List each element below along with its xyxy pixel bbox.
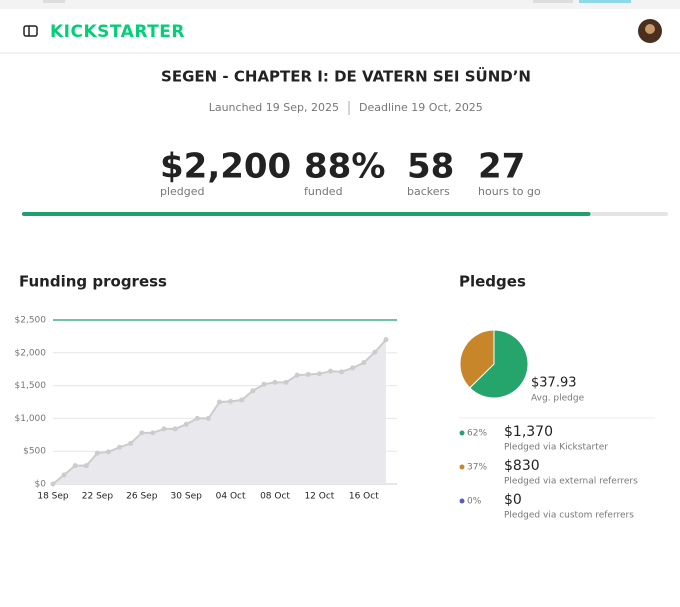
project-title: SEGEN - CHAPTER I: DE VATERN SEI SÜND’N (161, 67, 531, 86)
point (372, 349, 378, 355)
point (117, 444, 123, 450)
x-tick-label: 26 Sep (126, 492, 158, 502)
launched-date: Launched 19 Sep, 2025 (209, 101, 339, 114)
point (83, 463, 89, 469)
point (50, 481, 56, 487)
pie-slice (459, 329, 495, 389)
legend-amount: $830 (504, 458, 540, 474)
legend-label: Pledged via external referrers (504, 477, 638, 487)
point (228, 398, 234, 404)
menu-icon[interactable] (23, 25, 38, 37)
point (194, 415, 200, 421)
point (205, 415, 211, 421)
x-tick-label: 12 Oct (304, 492, 334, 502)
point (150, 430, 156, 436)
point (128, 440, 134, 446)
stat-value: 88% (304, 147, 385, 187)
pie-slice (469, 329, 529, 399)
y-tick-label: $1,500 (15, 381, 47, 391)
legend-percent: 62% (467, 429, 487, 439)
avg-pledge-label: Avg. pledge (531, 394, 585, 404)
progress-fill (22, 212, 591, 216)
point (183, 421, 189, 427)
point (261, 381, 267, 387)
x-tick-label: 22 Sep (82, 492, 114, 502)
point (383, 337, 389, 343)
point (350, 365, 356, 371)
point (94, 450, 100, 456)
chart-title: Funding progress (19, 273, 167, 291)
legend-label: Pledged via Kickstarter (504, 443, 608, 453)
avg-pledge-value: $37.93 (531, 376, 577, 391)
point (161, 426, 167, 432)
stat-label: pledged (160, 185, 205, 198)
browser-strip (0, 0, 680, 9)
deadline-date: Deadline 19 Oct, 2025 (359, 101, 483, 114)
point (316, 371, 322, 377)
stat-value: $2,200 (160, 147, 291, 187)
tab (43, 0, 65, 3)
x-tick-label: 18 Sep (37, 492, 69, 502)
logo[interactable]: KICKSTARTER (50, 22, 185, 42)
point (72, 463, 78, 469)
point (239, 397, 245, 403)
point (139, 430, 145, 436)
x-tick-label: 30 Sep (171, 492, 203, 502)
point (305, 371, 311, 377)
y-tick-label: $1,000 (15, 414, 47, 424)
point (61, 472, 67, 478)
legend-amount: $1,370 (504, 424, 553, 440)
stat-label: backers (407, 185, 450, 198)
area (53, 339, 386, 484)
point (328, 368, 333, 374)
legend-dot (459, 464, 465, 470)
legend-dot (459, 430, 465, 436)
point (294, 372, 300, 378)
legend-label: Pledged via custom referrers (504, 511, 634, 521)
legend-amount: $0 (504, 492, 522, 508)
stat-label: hours to go (478, 185, 541, 198)
chart-title: Pledges (459, 273, 526, 291)
legend-percent: 0% (467, 497, 482, 507)
stat-value: 58 (407, 147, 454, 187)
x-tick-label: 16 Oct (349, 492, 379, 502)
y-tick-label: $0 (35, 480, 47, 490)
point (106, 449, 111, 455)
point (361, 360, 367, 366)
avatar-face (645, 24, 655, 34)
legend-dot (459, 498, 465, 504)
button (533, 0, 573, 3)
x-tick-label: 04 Oct (216, 492, 246, 502)
stat-value: 27 (478, 147, 525, 187)
y-tick-label: $500 (23, 447, 46, 457)
button (579, 0, 631, 3)
legend-percent: 37% (467, 463, 487, 473)
point (272, 379, 278, 385)
point (339, 369, 345, 375)
point (172, 426, 178, 432)
x-tick-label: 08 Oct (260, 492, 290, 502)
stat-label: funded (304, 185, 343, 198)
point (283, 379, 289, 385)
y-tick-label: $2,000 (15, 348, 47, 358)
y-tick-label: $2,500 (15, 316, 47, 326)
point (250, 388, 256, 394)
point (217, 399, 222, 405)
